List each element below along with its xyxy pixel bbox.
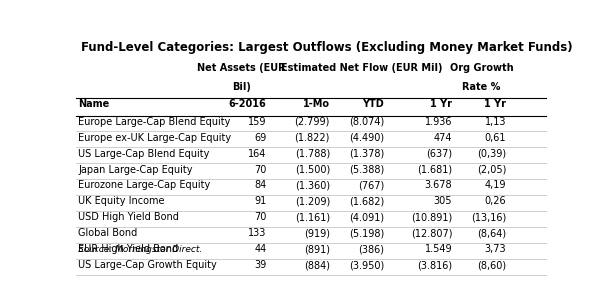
Text: (3.816): (3.816): [417, 260, 452, 270]
Text: (4.490): (4.490): [349, 132, 384, 143]
Text: (884): (884): [304, 260, 330, 270]
Text: Bil): Bil): [232, 82, 251, 92]
Text: 39: 39: [254, 260, 266, 270]
Text: Global Bond: Global Bond: [78, 228, 137, 238]
Text: 159: 159: [248, 117, 266, 127]
Text: (8.074): (8.074): [349, 117, 384, 127]
Text: (1.681): (1.681): [417, 164, 452, 175]
Text: 3.678: 3.678: [424, 181, 452, 190]
Text: Source: Morningstar Direct.: Source: Morningstar Direct.: [78, 245, 203, 254]
Text: (2.799): (2.799): [294, 117, 330, 127]
Text: 474: 474: [434, 132, 452, 143]
Text: (2,05): (2,05): [477, 164, 506, 175]
Text: 70: 70: [254, 213, 266, 222]
Text: 1-Mo: 1-Mo: [303, 99, 330, 109]
Text: (12.807): (12.807): [411, 228, 452, 238]
Text: Net Assets (EUR: Net Assets (EUR: [197, 63, 286, 73]
Text: Rate %: Rate %: [463, 82, 501, 92]
Text: (10.891): (10.891): [411, 213, 452, 222]
Text: Japan Large-Cap Equity: Japan Large-Cap Equity: [78, 164, 193, 175]
Text: UK Equity Income: UK Equity Income: [78, 196, 164, 206]
Text: Eurozone Large-Cap Equity: Eurozone Large-Cap Equity: [78, 181, 211, 190]
Text: 305: 305: [434, 196, 452, 206]
Text: (0,39): (0,39): [477, 149, 506, 159]
Text: US Large-Cap Growth Equity: US Large-Cap Growth Equity: [78, 260, 217, 270]
Text: (3.950): (3.950): [349, 260, 384, 270]
Text: 84: 84: [254, 181, 266, 190]
Text: Fund-Level Categories: Largest Outflows (Excluding Money Market Funds): Fund-Level Categories: Largest Outflows …: [81, 41, 572, 54]
Text: 0,61: 0,61: [485, 132, 506, 143]
Text: (8,64): (8,64): [477, 228, 506, 238]
Text: 70: 70: [254, 164, 266, 175]
Text: (1.822): (1.822): [294, 132, 330, 143]
Text: EUR High Yield Bond: EUR High Yield Bond: [78, 244, 178, 254]
Text: US Large-Cap Blend Equity: US Large-Cap Blend Equity: [78, 149, 209, 159]
Text: USD High Yield Bond: USD High Yield Bond: [78, 213, 179, 222]
Text: 164: 164: [248, 149, 266, 159]
Text: (8,60): (8,60): [477, 260, 506, 270]
Text: 1 Yr: 1 Yr: [484, 99, 506, 109]
Text: (4.091): (4.091): [349, 213, 384, 222]
Text: (5.388): (5.388): [349, 164, 384, 175]
Text: (637): (637): [426, 149, 452, 159]
Text: (1.360): (1.360): [295, 181, 330, 190]
Text: (767): (767): [358, 181, 384, 190]
Text: Europe ex-UK Large-Cap Equity: Europe ex-UK Large-Cap Equity: [78, 132, 231, 143]
Text: Name: Name: [78, 99, 109, 109]
Text: (891): (891): [304, 244, 330, 254]
Text: (386): (386): [358, 244, 384, 254]
Text: 69: 69: [254, 132, 266, 143]
Text: 44: 44: [254, 244, 266, 254]
Text: Org Growth: Org Growth: [450, 63, 514, 73]
Text: (1.209): (1.209): [294, 196, 330, 206]
Text: 1,13: 1,13: [485, 117, 506, 127]
Text: (1.378): (1.378): [349, 149, 384, 159]
Text: 4,19: 4,19: [485, 181, 506, 190]
Text: (5.198): (5.198): [349, 228, 384, 238]
Text: 1.936: 1.936: [425, 117, 452, 127]
Text: YTD: YTD: [362, 99, 384, 109]
Text: 1.549: 1.549: [424, 244, 452, 254]
Text: (919): (919): [304, 228, 330, 238]
Text: (1.682): (1.682): [349, 196, 384, 206]
Text: 1 Yr: 1 Yr: [430, 99, 452, 109]
Text: (1.500): (1.500): [294, 164, 330, 175]
Text: 3,73: 3,73: [484, 244, 506, 254]
Text: Europe Large-Cap Blend Equity: Europe Large-Cap Blend Equity: [78, 117, 231, 127]
Text: 6-2016: 6-2016: [229, 99, 266, 109]
Text: (13,16): (13,16): [471, 213, 506, 222]
Text: Estimated Net Flow (EUR Mil): Estimated Net Flow (EUR Mil): [281, 63, 443, 73]
Text: (1.161): (1.161): [295, 213, 330, 222]
Text: 0,26: 0,26: [484, 196, 506, 206]
Text: 133: 133: [248, 228, 266, 238]
Text: 91: 91: [254, 196, 266, 206]
Text: (1.788): (1.788): [294, 149, 330, 159]
